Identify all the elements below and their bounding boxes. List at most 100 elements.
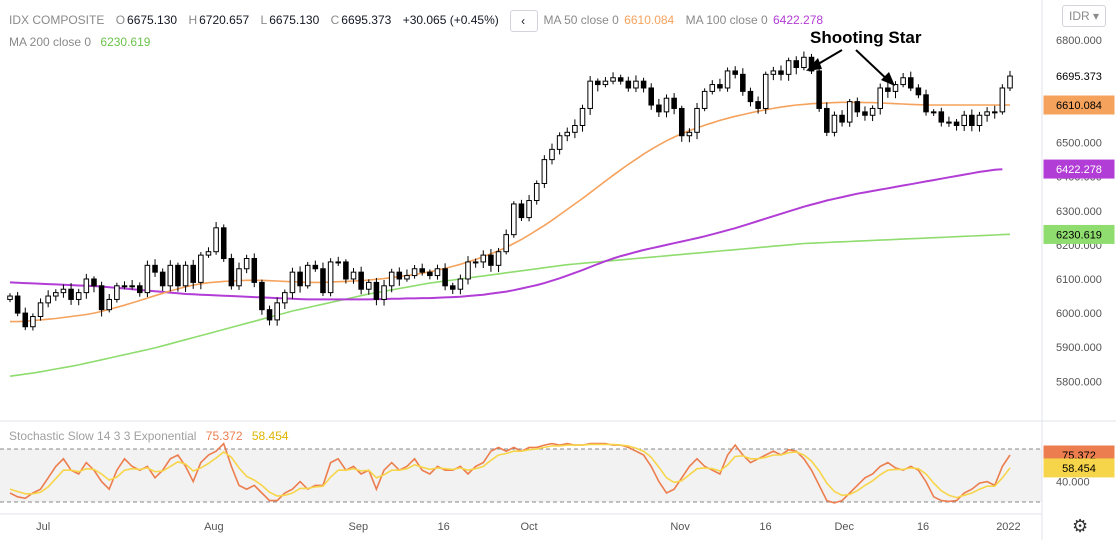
x-tick-label: Jul: [36, 521, 50, 533]
candle-up: [572, 125, 578, 133]
time-axis[interactable]: Jul Aug Sep 16 Oct Nov 16 Dec 16 2022: [36, 521, 1021, 533]
ma200-badge: [1043, 224, 1115, 244]
candle-up: [770, 70, 777, 75]
candle-up: [610, 77, 616, 82]
candle-up: [480, 254, 487, 263]
ma50-label: MA 50 close 0: [543, 13, 619, 28]
candle-up: [900, 77, 906, 86]
candle-down: [854, 101, 861, 113]
chevron-left-icon: ‹: [521, 14, 526, 28]
candle-down: [648, 87, 654, 106]
candle-up: [53, 292, 59, 297]
candle-down: [755, 101, 761, 109]
candle-down: [885, 87, 891, 92]
candle-up: [961, 114, 967, 127]
candle-up: [335, 261, 342, 264]
candle-up: [121, 285, 128, 288]
close-value: 6695.373: [341, 13, 392, 28]
candle-up: [877, 87, 884, 109]
x-tick-label: Aug: [204, 521, 224, 533]
annotation-text: Shooting Star: [810, 28, 922, 47]
candle-up: [724, 70, 731, 89]
collapse-legend-button[interactable]: ‹: [510, 10, 539, 32]
gear-icon[interactable]: ⚙: [1072, 516, 1089, 536]
candle-up: [114, 285, 120, 300]
candle-up: [946, 121, 952, 124]
symbol-name: IDX COMPOSITE: [9, 13, 105, 28]
candle-down: [14, 295, 21, 314]
candle-up: [289, 271, 296, 294]
candle-up: [198, 254, 204, 283]
candle-up: [144, 264, 151, 294]
y-tick-label: 6000.000: [1056, 308, 1102, 320]
ma100-label: MA 100 close 0: [685, 13, 768, 28]
x-tick-label: Nov: [670, 521, 690, 533]
y-tick-label: 6100.000: [1056, 274, 1102, 286]
candle-down: [671, 97, 677, 109]
candle-down: [518, 203, 525, 219]
candle-up: [503, 234, 509, 253]
ma200-label: MA 200 close 0: [9, 35, 92, 49]
candle-up: [30, 316, 36, 328]
candle-down: [839, 114, 845, 123]
candle-up: [694, 107, 700, 133]
ma100-value: 6422.278: [772, 13, 824, 28]
candle-up: [129, 285, 135, 288]
candle-down: [907, 77, 914, 89]
candle-up: [930, 111, 937, 114]
candle-down: [136, 285, 143, 294]
close-key: C: [330, 13, 340, 28]
candle-down: [190, 264, 196, 283]
candle-up: [976, 114, 983, 127]
candle-up: [182, 264, 189, 287]
candle-up: [167, 264, 174, 287]
candle-up: [350, 271, 357, 280]
open-value: 6675.130: [127, 13, 178, 28]
candle-down: [732, 70, 738, 75]
currency-button[interactable]: IDR ▾: [1062, 5, 1106, 27]
y-tick-label: 6300.000: [1056, 206, 1102, 218]
x-tick-label: 2022: [996, 521, 1020, 533]
candle-down: [98, 285, 105, 311]
candle-up: [541, 159, 548, 184]
high-value: 6720.657: [199, 13, 250, 28]
candle-down: [640, 80, 647, 89]
price-badges: 6695.3736610.0846422.2786230.61975.37258…: [1043, 66, 1115, 478]
candle-down: [159, 271, 166, 287]
candle-down: [656, 104, 662, 113]
candle-up: [511, 203, 517, 236]
shooting-star-annotation: Shooting Star: [806, 28, 922, 86]
candle-down: [68, 288, 74, 300]
x-tick-label: 16: [917, 521, 929, 533]
candle-up: [801, 56, 807, 69]
candle-up: [533, 182, 540, 202]
candle-down: [228, 258, 235, 287]
candle-down: [251, 258, 258, 283]
candle-up: [869, 107, 876, 116]
arrow-head-right: [881, 72, 895, 86]
candle-down: [915, 87, 922, 96]
candle-down: [396, 271, 403, 280]
candle-up: [991, 111, 998, 114]
candle-up: [282, 292, 288, 304]
candle-down: [625, 80, 632, 89]
stoch-d-line: [9, 443, 1011, 499]
candle-up: [999, 87, 1006, 113]
low-key: L: [260, 13, 268, 28]
candle-up: [75, 292, 82, 300]
x-tick-label: Dec: [834, 521, 854, 533]
change-value: +30.065 (+0.45%): [402, 13, 499, 28]
x-tick-label: 16: [759, 521, 771, 533]
candle-down: [824, 107, 830, 133]
candle-up: [45, 295, 51, 304]
candle-up: [411, 268, 418, 277]
candle-down: [22, 312, 29, 328]
candle-up: [213, 227, 219, 253]
ma200-line: [9, 233, 1011, 377]
candle-down: [449, 285, 456, 290]
candle-up: [37, 302, 44, 318]
candle-down: [373, 281, 380, 300]
candle-up: [434, 268, 441, 277]
candle-up: [381, 285, 387, 300]
